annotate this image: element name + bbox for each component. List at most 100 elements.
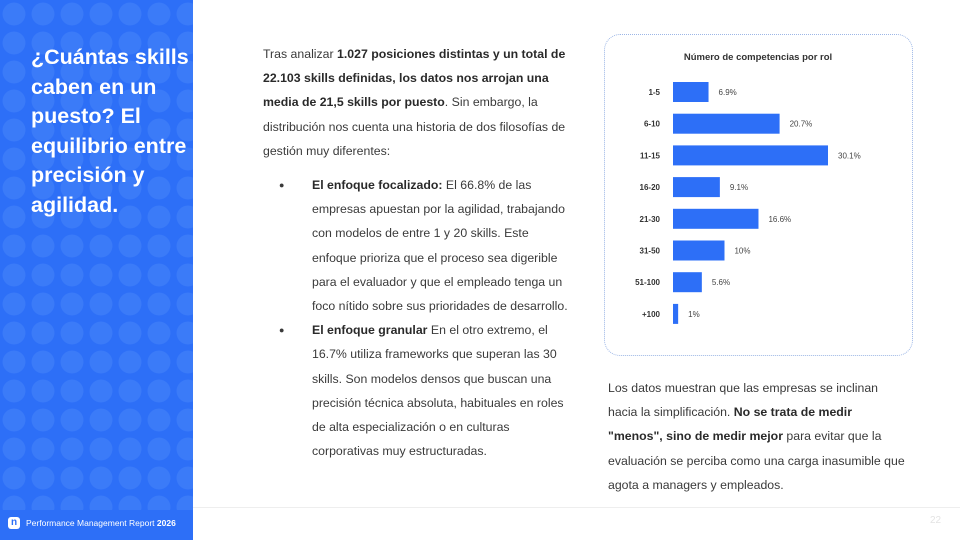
pattern-dot — [147, 118, 171, 142]
value-label: 9.1% — [730, 183, 748, 192]
footer-divider — [193, 507, 960, 508]
pattern-dot — [31, 118, 55, 142]
pattern-dot — [176, 2, 193, 26]
category-label: 6-10 — [644, 120, 661, 129]
pattern-dot — [60, 408, 84, 432]
pattern-dot — [2, 147, 26, 171]
pattern-dot — [89, 60, 113, 84]
pattern-dot — [31, 234, 55, 258]
bar — [673, 177, 720, 198]
pattern-dot — [89, 2, 113, 26]
category-label: 31-50 — [640, 247, 661, 256]
pattern-dot — [147, 176, 171, 200]
pattern-dot — [118, 466, 142, 490]
category-label: 11-15 — [640, 151, 661, 160]
pattern-dot — [60, 437, 84, 461]
category-label: 51-100 — [635, 278, 660, 287]
pattern-dot — [31, 437, 55, 461]
report-name: Performance Management Report 2026 — [26, 517, 176, 529]
pattern-dot — [89, 31, 113, 55]
pattern-dot — [176, 292, 193, 316]
pattern-dot — [31, 89, 55, 113]
pattern-dot — [60, 2, 84, 26]
pattern-dot — [2, 31, 26, 55]
pattern-dot — [147, 2, 171, 26]
pattern-dot — [176, 263, 193, 287]
pattern-dot — [118, 89, 142, 113]
value-label: 20.7% — [790, 120, 813, 129]
pattern-dot — [31, 31, 55, 55]
pattern-dot — [60, 495, 84, 510]
pattern-dot — [60, 292, 84, 316]
pattern-dot — [118, 2, 142, 26]
pattern-dot — [176, 176, 193, 200]
category-label: 16-20 — [640, 183, 661, 192]
category-label: 1-5 — [648, 88, 660, 97]
bullet-text: En el otro extremo, el 16.7% utiliza fra… — [312, 323, 564, 459]
pattern-dot — [60, 466, 84, 490]
pattern-dot — [176, 495, 193, 510]
pattern-dot — [89, 495, 113, 510]
pattern-dot — [60, 147, 84, 171]
pattern-dot — [176, 31, 193, 55]
pattern-dot — [118, 176, 142, 200]
intro-text-end: . Sin embargo, la distribución nos cuent… — [263, 95, 566, 158]
bar — [673, 145, 828, 166]
pattern-dot — [89, 466, 113, 490]
footer-band — [0, 510, 193, 540]
pattern-dot — [147, 263, 171, 287]
list-item: El enfoque focalizado: El 66.8% de las e… — [263, 173, 575, 318]
pattern-dot — [176, 321, 193, 345]
pattern-dot — [2, 60, 26, 84]
pattern-dot — [118, 263, 142, 287]
value-label: 5.6% — [712, 278, 730, 287]
pattern-dot — [118, 234, 142, 258]
pattern-dot — [2, 437, 26, 461]
pattern-dot — [147, 60, 171, 84]
conclusion-text-end: para evitar que la evaluación se perciba… — [608, 429, 905, 492]
bullet-text: El 66.8% de las empresas apuestan por la… — [312, 178, 568, 314]
page-number: 22 — [930, 515, 942, 526]
conclusion-paragraph: Los datos muestran que las empresas se i… — [608, 376, 908, 497]
pattern-dot — [31, 147, 55, 171]
pattern-dot — [147, 321, 171, 345]
pattern-dot — [31, 379, 55, 403]
bullet-title: El enfoque focalizado: — [312, 178, 443, 193]
pattern-dot — [147, 292, 171, 316]
pattern-dot — [118, 495, 142, 510]
pattern-dot — [89, 263, 113, 287]
pattern-dot — [176, 118, 193, 142]
pattern-dot — [118, 60, 142, 84]
pattern-dot — [147, 147, 171, 171]
pattern-dot — [31, 321, 55, 345]
pattern-dot — [60, 118, 84, 142]
pattern-dot — [60, 379, 84, 403]
pattern-dot — [89, 234, 113, 258]
pattern-dot — [118, 205, 142, 229]
pattern-dot — [31, 292, 55, 316]
pattern-dot — [147, 350, 171, 374]
pattern-dot — [176, 466, 193, 490]
report-name-text: Performance Management Report — [26, 518, 155, 528]
pattern-dot — [31, 466, 55, 490]
pattern-dot — [31, 263, 55, 287]
pattern-dot — [2, 176, 26, 200]
conclusion-text: Los datos muestran que las empresas se i… — [608, 381, 878, 420]
pattern-dot — [89, 437, 113, 461]
intro-paragraph: Tras analizar 1.027 posiciones distintas… — [263, 42, 575, 163]
pattern-dot — [89, 292, 113, 316]
pattern-dot — [118, 31, 142, 55]
pattern-dot — [2, 379, 26, 403]
pattern-dot — [2, 234, 26, 258]
pattern-dot — [2, 89, 26, 113]
pattern-dot — [2, 118, 26, 142]
pattern-dot — [2, 408, 26, 432]
pattern-dot — [2, 321, 26, 345]
sidebar: ¿Cuántas skills caben en un puesto? El e… — [0, 0, 193, 540]
chart-title: Número de competencias por rol — [684, 52, 832, 63]
pattern-dot — [147, 408, 171, 432]
pattern-dot — [60, 321, 84, 345]
pattern-dot — [176, 60, 193, 84]
pattern-dot — [118, 437, 142, 461]
bar — [673, 208, 759, 229]
